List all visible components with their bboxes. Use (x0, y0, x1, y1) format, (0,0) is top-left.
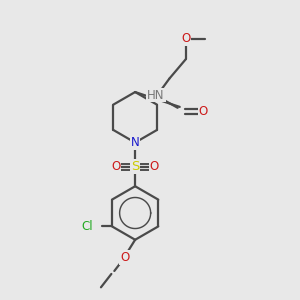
Text: O: O (199, 105, 208, 118)
Text: O: O (150, 160, 159, 173)
Text: HN: HN (147, 88, 165, 101)
Text: O: O (120, 251, 129, 264)
Text: S: S (131, 160, 139, 173)
Text: O: O (111, 160, 120, 173)
Text: O: O (181, 32, 190, 45)
Text: N: N (131, 136, 140, 149)
Text: Cl: Cl (81, 220, 93, 233)
